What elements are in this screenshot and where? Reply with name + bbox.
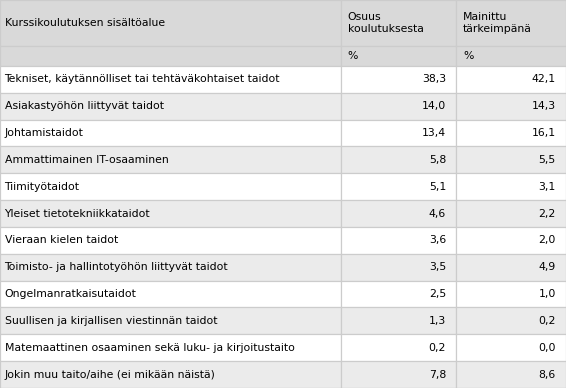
Text: 0,2: 0,2 bbox=[538, 316, 556, 326]
Bar bbox=[341, 147, 456, 173]
Text: Tekniset, käytännölliset tai tehtäväkohtaiset taidot: Tekniset, käytännölliset tai tehtäväkoht… bbox=[5, 74, 280, 84]
Bar bbox=[456, 0, 566, 46]
Text: 1,3: 1,3 bbox=[429, 316, 446, 326]
Bar bbox=[341, 334, 456, 361]
Bar bbox=[456, 308, 566, 334]
Bar bbox=[0, 120, 341, 147]
Bar bbox=[341, 200, 456, 227]
Bar bbox=[0, 0, 341, 46]
Text: 5,1: 5,1 bbox=[429, 182, 446, 192]
Text: Mainittu
tärkeimpänä: Mainittu tärkeimpänä bbox=[463, 12, 532, 34]
Bar bbox=[341, 120, 456, 147]
Text: Matemaattinen osaaminen sekä luku- ja kirjoitustaito: Matemaattinen osaaminen sekä luku- ja ki… bbox=[5, 343, 294, 353]
Bar bbox=[0, 147, 341, 173]
Bar bbox=[0, 281, 341, 308]
Text: 38,3: 38,3 bbox=[422, 74, 446, 84]
Text: 1,0: 1,0 bbox=[538, 289, 556, 299]
Bar bbox=[456, 281, 566, 308]
Bar bbox=[0, 173, 341, 200]
Text: 5,8: 5,8 bbox=[429, 155, 446, 165]
Text: 2,2: 2,2 bbox=[539, 209, 556, 218]
Bar bbox=[456, 66, 566, 93]
Bar bbox=[456, 147, 566, 173]
Text: 42,1: 42,1 bbox=[531, 74, 556, 84]
Bar bbox=[341, 227, 456, 254]
Text: 7,8: 7,8 bbox=[429, 370, 446, 379]
Text: 2,0: 2,0 bbox=[538, 236, 556, 245]
Text: Osuus
koulutuksesta: Osuus koulutuksesta bbox=[348, 12, 423, 34]
Text: 0,0: 0,0 bbox=[538, 343, 556, 353]
Bar bbox=[0, 46, 341, 66]
Bar bbox=[456, 93, 566, 120]
Bar bbox=[0, 200, 341, 227]
Bar bbox=[0, 66, 341, 93]
Bar bbox=[0, 334, 341, 361]
Bar bbox=[0, 361, 341, 388]
Text: 13,4: 13,4 bbox=[422, 128, 446, 138]
Text: Ammattimainen IT-osaaminen: Ammattimainen IT-osaaminen bbox=[5, 155, 168, 165]
Text: Ongelmanratkaisutaidot: Ongelmanratkaisutaidot bbox=[5, 289, 136, 299]
Text: 5,5: 5,5 bbox=[539, 155, 556, 165]
Text: Toimisto- ja hallintotyöhön liittyvät taidot: Toimisto- ja hallintotyöhön liittyvät ta… bbox=[5, 262, 228, 272]
Bar bbox=[0, 227, 341, 254]
Text: 14,3: 14,3 bbox=[531, 101, 556, 111]
Bar bbox=[456, 334, 566, 361]
Bar bbox=[0, 93, 341, 120]
Bar bbox=[456, 254, 566, 281]
Bar bbox=[0, 254, 341, 281]
Text: 14,0: 14,0 bbox=[422, 101, 446, 111]
Text: Suullisen ja kirjallisen viestinnän taidot: Suullisen ja kirjallisen viestinnän taid… bbox=[5, 316, 217, 326]
Bar bbox=[456, 173, 566, 200]
Bar bbox=[341, 254, 456, 281]
Text: Johtamistaidot: Johtamistaidot bbox=[5, 128, 83, 138]
Bar bbox=[341, 66, 456, 93]
Bar bbox=[456, 227, 566, 254]
Text: %: % bbox=[463, 51, 473, 61]
Text: 16,1: 16,1 bbox=[531, 128, 556, 138]
Bar bbox=[341, 281, 456, 308]
Text: Yleiset tietotekniikkataidot: Yleiset tietotekniikkataidot bbox=[5, 209, 150, 218]
Bar bbox=[341, 173, 456, 200]
Text: %: % bbox=[348, 51, 358, 61]
Text: Jokin muu taito/aihe (ei mikään näistä): Jokin muu taito/aihe (ei mikään näistä) bbox=[5, 370, 216, 379]
Text: Vieraan kielen taidot: Vieraan kielen taidot bbox=[5, 236, 118, 245]
Bar bbox=[456, 200, 566, 227]
Bar bbox=[456, 361, 566, 388]
Text: 3,1: 3,1 bbox=[539, 182, 556, 192]
Bar bbox=[341, 308, 456, 334]
Bar bbox=[456, 46, 566, 66]
Text: 0,2: 0,2 bbox=[428, 343, 446, 353]
Bar bbox=[456, 120, 566, 147]
Bar bbox=[341, 93, 456, 120]
Bar bbox=[341, 361, 456, 388]
Text: 4,9: 4,9 bbox=[539, 262, 556, 272]
Text: 3,5: 3,5 bbox=[429, 262, 446, 272]
Text: Kurssikoulutuksen sisältöalue: Kurssikoulutuksen sisältöalue bbox=[5, 18, 165, 28]
Text: 2,5: 2,5 bbox=[429, 289, 446, 299]
Bar bbox=[0, 308, 341, 334]
Bar bbox=[341, 0, 456, 46]
Bar bbox=[341, 46, 456, 66]
Text: Tiimityötaidot: Tiimityötaidot bbox=[5, 182, 80, 192]
Text: Asiakastyöhön liittyvät taidot: Asiakastyöhön liittyvät taidot bbox=[5, 101, 164, 111]
Text: 4,6: 4,6 bbox=[429, 209, 446, 218]
Text: 3,6: 3,6 bbox=[429, 236, 446, 245]
Text: 8,6: 8,6 bbox=[539, 370, 556, 379]
